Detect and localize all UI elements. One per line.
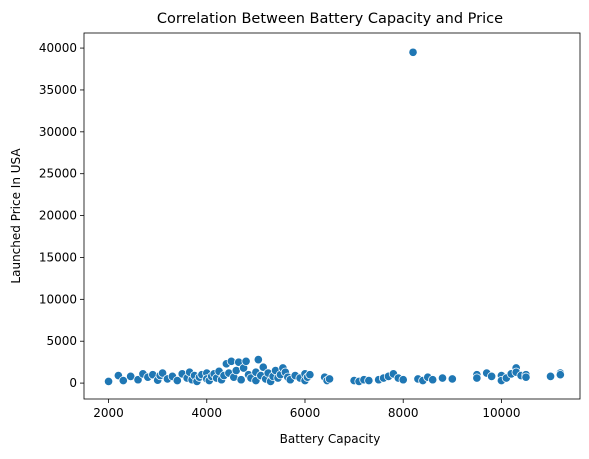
data-point: [236, 375, 246, 385]
data-point: [305, 370, 315, 380]
points-layer: [103, 47, 565, 386]
y-axis-label: Launched Price In USA: [9, 148, 23, 284]
y-tick-label: 20000: [39, 209, 77, 223]
x-tick-label: 8000: [388, 406, 419, 420]
data-point: [437, 373, 448, 383]
y-tick-label: 25000: [39, 167, 77, 181]
data-point: [118, 375, 128, 386]
data-point: [428, 375, 438, 385]
x-tick-label: 10000: [482, 406, 520, 420]
data-point: [103, 376, 114, 386]
x-tick-label: 4000: [191, 406, 222, 420]
data-point: [487, 371, 497, 381]
data-point: [157, 368, 168, 378]
data-point: [324, 374, 335, 384]
data-point: [472, 373, 482, 383]
x-tick-label: 6000: [290, 406, 321, 420]
data-point: [398, 375, 408, 385]
y-tick-label: 15000: [39, 250, 77, 264]
chart-title: Correlation Between Battery Capacity and…: [157, 11, 503, 27]
data-point: [241, 356, 251, 366]
data-point: [447, 374, 457, 384]
y-tick-label: 10000: [39, 292, 77, 306]
x-tick-label: 2000: [93, 406, 124, 420]
y-tick-label: 0: [69, 376, 77, 390]
plot-frame: [83, 32, 581, 400]
y-tick-label: 35000: [39, 83, 77, 97]
axes-layer: 2000 4000 6000 8000 10000 0 5000 10000 15000 2000…: [39, 32, 581, 420]
y-tick-label: 5000: [46, 334, 77, 348]
data-point: [555, 370, 565, 380]
data-point: [521, 372, 531, 382]
data-point: [253, 355, 263, 365]
data-point: [258, 362, 268, 372]
data-point: [126, 371, 136, 381]
data-point: [364, 375, 374, 386]
data-point: [172, 375, 182, 386]
x-axis-label: Battery Capacity: [280, 432, 381, 446]
data-point: [133, 375, 143, 385]
data-point: [408, 47, 418, 57]
y-tick-label: 30000: [39, 125, 77, 139]
data-point: [545, 371, 556, 381]
y-tick-label: 40000: [39, 41, 77, 55]
